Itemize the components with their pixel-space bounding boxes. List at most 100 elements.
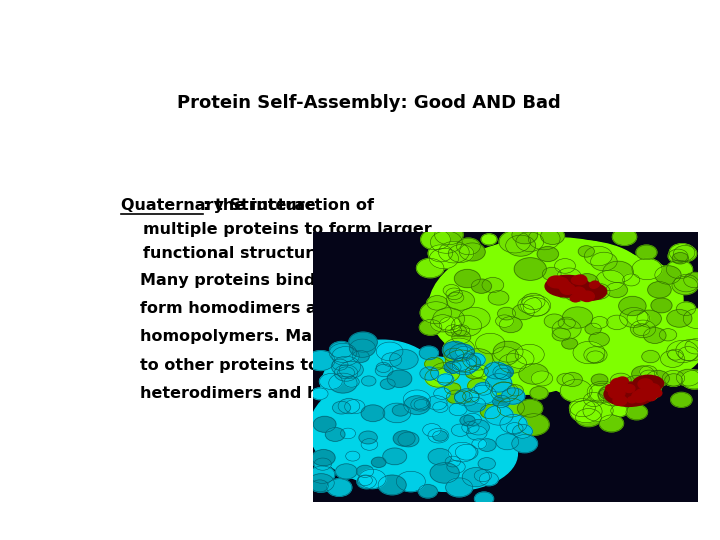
Circle shape <box>647 394 656 401</box>
Circle shape <box>684 273 706 288</box>
Circle shape <box>443 341 468 359</box>
Circle shape <box>513 424 532 438</box>
Circle shape <box>428 245 453 262</box>
Circle shape <box>515 345 544 365</box>
Circle shape <box>446 478 472 497</box>
Circle shape <box>310 466 335 483</box>
Ellipse shape <box>545 275 590 297</box>
Circle shape <box>507 384 523 396</box>
Circle shape <box>383 448 407 465</box>
Text: Quaternary Structure: Quaternary Structure <box>121 198 315 213</box>
Circle shape <box>414 400 429 410</box>
Circle shape <box>672 253 688 264</box>
Circle shape <box>623 274 640 286</box>
Circle shape <box>589 332 609 347</box>
Circle shape <box>472 438 487 449</box>
Circle shape <box>361 438 378 450</box>
Circle shape <box>632 259 662 280</box>
Circle shape <box>390 349 418 369</box>
Circle shape <box>404 396 431 414</box>
Circle shape <box>341 428 356 439</box>
Circle shape <box>541 228 564 245</box>
Circle shape <box>462 421 479 434</box>
Circle shape <box>514 258 546 280</box>
Circle shape <box>654 266 681 284</box>
Circle shape <box>377 362 391 373</box>
Circle shape <box>433 402 448 413</box>
Circle shape <box>628 397 636 403</box>
Circle shape <box>313 416 336 432</box>
Circle shape <box>307 350 335 370</box>
Circle shape <box>678 347 698 361</box>
Circle shape <box>590 282 598 288</box>
Circle shape <box>639 366 657 378</box>
Circle shape <box>611 405 628 417</box>
Circle shape <box>645 384 660 394</box>
Circle shape <box>467 420 490 435</box>
Circle shape <box>495 315 513 327</box>
Text: to other proteins to form: to other proteins to form <box>140 357 368 373</box>
Ellipse shape <box>575 283 607 300</box>
Circle shape <box>530 387 548 399</box>
Circle shape <box>672 276 698 294</box>
Circle shape <box>665 374 683 386</box>
Circle shape <box>403 390 431 409</box>
Circle shape <box>356 465 374 477</box>
Ellipse shape <box>505 240 644 305</box>
Circle shape <box>624 375 649 394</box>
Circle shape <box>552 328 570 341</box>
Circle shape <box>438 374 454 386</box>
Circle shape <box>333 401 351 414</box>
Ellipse shape <box>575 256 683 343</box>
Circle shape <box>359 469 386 489</box>
Circle shape <box>600 415 624 432</box>
Circle shape <box>570 295 580 302</box>
Circle shape <box>607 315 627 329</box>
Circle shape <box>444 383 461 394</box>
Circle shape <box>636 389 647 396</box>
Circle shape <box>637 310 661 327</box>
Circle shape <box>446 350 477 372</box>
Circle shape <box>626 383 647 397</box>
Circle shape <box>467 426 487 440</box>
Circle shape <box>429 248 459 269</box>
Circle shape <box>650 389 662 397</box>
Circle shape <box>476 333 505 354</box>
Circle shape <box>393 431 415 446</box>
Ellipse shape <box>313 389 405 464</box>
Circle shape <box>359 431 377 444</box>
Circle shape <box>454 269 480 288</box>
Circle shape <box>472 279 492 293</box>
Circle shape <box>600 387 618 400</box>
Circle shape <box>516 232 544 252</box>
Circle shape <box>439 317 462 333</box>
Circle shape <box>636 245 657 260</box>
Circle shape <box>660 329 677 341</box>
Circle shape <box>667 340 698 363</box>
Circle shape <box>557 287 572 298</box>
Circle shape <box>378 475 406 495</box>
Circle shape <box>585 323 601 335</box>
Circle shape <box>681 370 708 389</box>
Circle shape <box>466 353 485 367</box>
Circle shape <box>587 351 604 363</box>
Circle shape <box>557 373 575 386</box>
Circle shape <box>446 288 462 300</box>
Circle shape <box>591 374 608 386</box>
Circle shape <box>613 228 636 245</box>
Circle shape <box>465 366 484 379</box>
Circle shape <box>459 243 485 261</box>
Circle shape <box>522 293 545 309</box>
Circle shape <box>325 428 345 441</box>
Circle shape <box>443 338 475 360</box>
Circle shape <box>632 390 648 402</box>
Circle shape <box>589 383 616 402</box>
Circle shape <box>495 368 511 380</box>
Circle shape <box>631 366 654 382</box>
Circle shape <box>648 281 671 298</box>
Circle shape <box>598 384 629 406</box>
Circle shape <box>500 316 522 333</box>
Circle shape <box>478 458 495 470</box>
Circle shape <box>582 295 590 301</box>
Circle shape <box>613 396 627 406</box>
